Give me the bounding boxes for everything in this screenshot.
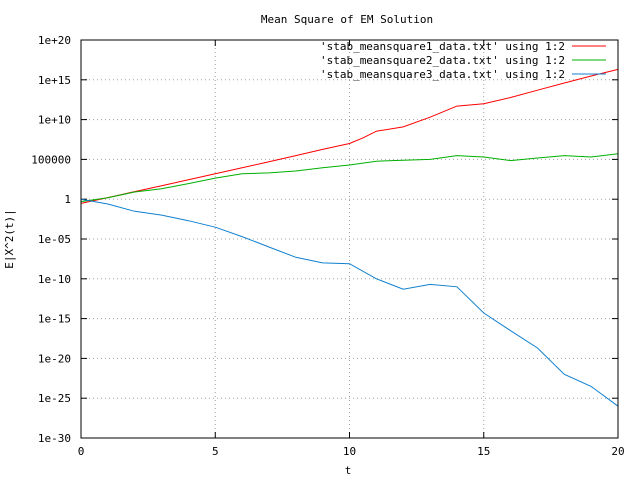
- legend-label-1: 'stab_meansquare1_data.txt' using 1:2: [320, 40, 565, 53]
- x-axis-label: t: [345, 464, 352, 477]
- series-line-2: [80, 153, 619, 203]
- y-tick-label: 1e-25: [38, 392, 71, 405]
- series-line-1: [80, 68, 619, 204]
- plot-frame: [80, 39, 619, 439]
- legend: 'stab_meansquare1_data.txt' using 1:2'st…: [320, 40, 606, 81]
- y-tick-label: 1e-30: [38, 432, 71, 445]
- y-tick-label: 1e+15: [38, 74, 71, 87]
- y-axis-label: E|X^2(t)|: [3, 209, 16, 269]
- y-tick-label: 1e-20: [38, 352, 71, 365]
- y-tick-label: 1e+20: [38, 34, 71, 47]
- series-line-3: [80, 198, 619, 407]
- x-tick-label: 15: [477, 445, 490, 458]
- y-tick-label: 1e-05: [38, 233, 71, 246]
- x-tick-label: 0: [78, 445, 85, 458]
- chart-title: Mean Square of EM Solution: [261, 13, 433, 26]
- legend-label-3: 'stab_meansquare3_data.txt' using 1:2: [320, 68, 565, 81]
- x-tick-label: 10: [343, 445, 356, 458]
- y-tick-label: 1e-15: [38, 313, 71, 326]
- series-lines: [80, 68, 619, 407]
- y-tick-label: 1: [64, 193, 71, 206]
- y-tick-label: 1e-10: [38, 273, 71, 286]
- x-tick-label: 20: [611, 445, 624, 458]
- grid-lines: [81, 40, 618, 438]
- y-tick-label: 100000: [31, 153, 71, 166]
- axes: 0 5 10 15 20 1e-30 1e-25 1e-20 1e-15 1e-10 1e-05 1 1…: [31, 34, 624, 458]
- x-tick-label: 5: [212, 445, 219, 458]
- y-tick-label: 1e+10: [38, 114, 71, 127]
- legend-label-2: 'stab_meansquare2_data.txt' using 1:2: [320, 54, 565, 67]
